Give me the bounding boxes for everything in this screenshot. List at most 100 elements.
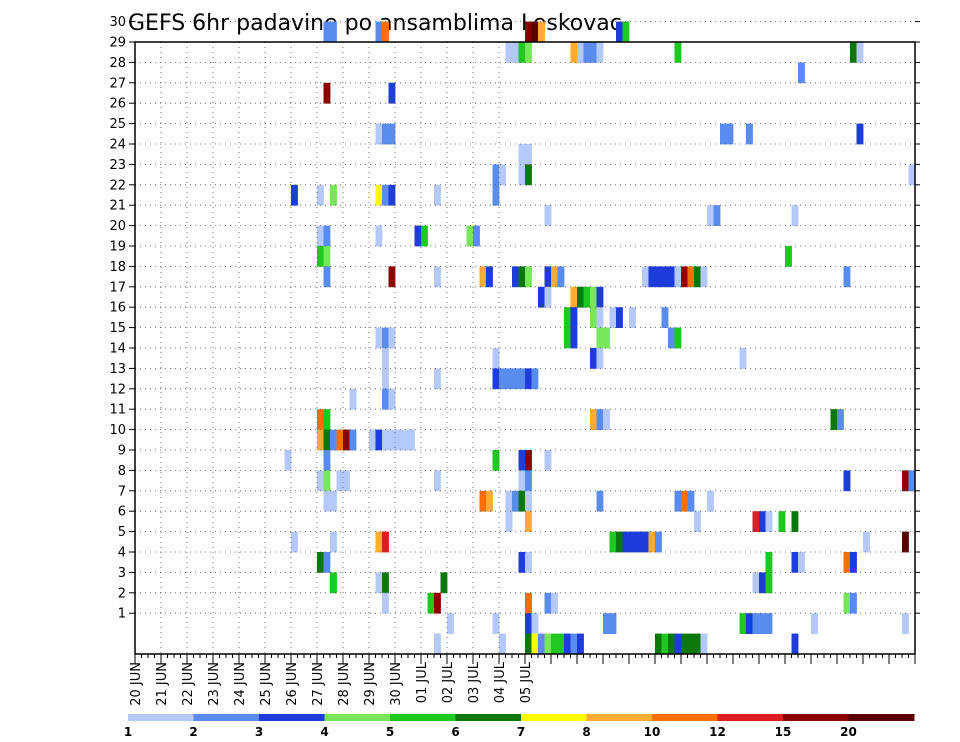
heatmap-cell <box>687 490 695 512</box>
legend-label: 7 <box>517 725 525 739</box>
heatmap-cell <box>596 409 604 430</box>
heatmap-cell <box>382 368 389 390</box>
y-tick-label: 28 <box>109 56 126 71</box>
heatmap-cell <box>375 572 383 594</box>
heatmap-cell <box>525 470 532 492</box>
heatmap-cell <box>661 307 669 328</box>
heatmap-cell <box>382 21 389 43</box>
y-tick-label: 6 <box>118 505 126 520</box>
heatmap-cell <box>434 368 441 390</box>
heatmap-cell <box>739 348 747 369</box>
legend-label: 10 <box>644 725 661 739</box>
heatmap-cell <box>648 266 656 288</box>
heatmap-cell <box>707 205 714 226</box>
heatmap-cell <box>856 42 864 63</box>
heatmap-cell <box>908 164 916 186</box>
heatmap-cell <box>382 429 389 451</box>
x-tick-label: 21 JUN <box>155 662 170 706</box>
heatmap-cell <box>525 490 532 512</box>
heatmap-cell <box>752 613 760 634</box>
y-tick-label: 13 <box>109 362 126 377</box>
heatmap-cell <box>382 184 389 206</box>
legend-label: 6 <box>451 725 459 739</box>
heatmap-cell <box>590 409 597 430</box>
heatmap-cell <box>518 144 526 165</box>
heatmap-cell <box>518 164 526 186</box>
heatmap-cell <box>544 633 552 655</box>
heatmap-cell <box>674 327 682 349</box>
heatmap-cell <box>505 368 513 390</box>
heatmap-cell <box>486 490 493 512</box>
heatmap-cell <box>843 266 851 288</box>
heatmap-cell <box>382 572 389 594</box>
heatmap-cell <box>798 552 805 573</box>
heatmap-cell <box>622 531 630 553</box>
heatmap-cell <box>525 368 532 390</box>
heatmap-cell <box>466 225 474 247</box>
y-tick-label: 15 <box>109 321 126 336</box>
heatmap-cell <box>661 266 669 288</box>
y-axis-ticks: 1234567891011121314151617181920212223242… <box>109 15 920 622</box>
legend-swatch <box>848 714 915 721</box>
heatmap-cell <box>544 205 552 226</box>
legend-swatch <box>586 714 653 721</box>
heatmap-cell <box>388 123 396 145</box>
heatmap-cell <box>525 21 532 43</box>
heatmap-cell <box>434 470 441 492</box>
x-tick-label: 30 JUN <box>389 662 404 706</box>
heatmap-cell <box>544 286 552 308</box>
y-tick-label: 27 <box>109 76 126 91</box>
heatmap-cell <box>655 633 662 655</box>
heatmap-cell <box>694 511 701 532</box>
heatmap-cell <box>538 633 545 655</box>
heatmap-cell <box>512 368 519 390</box>
x-tick-label: 05 JUL <box>519 661 534 703</box>
x-tick-label: 03 JUL <box>467 661 482 703</box>
heatmap-cell <box>492 368 500 390</box>
heatmap-cell <box>505 490 513 512</box>
heatmap-cell <box>752 572 760 594</box>
heatmap-cell <box>765 552 773 573</box>
heatmap-cell <box>492 184 500 206</box>
heatmap-cell <box>323 450 331 471</box>
heatmap-cell <box>564 307 571 328</box>
legend-label: 3 <box>255 725 263 739</box>
y-tick-label: 25 <box>109 117 126 132</box>
dotted-grid <box>135 21 915 654</box>
heatmap-cell <box>843 552 851 573</box>
heatmap-cell <box>544 450 552 471</box>
heatmap-cell <box>323 266 331 288</box>
heatmap-cell <box>505 42 513 63</box>
legend-label: 15 <box>775 725 792 739</box>
legend-label: 8 <box>582 725 590 739</box>
heatmap-cell <box>759 572 766 594</box>
heatmap-cell <box>759 511 766 532</box>
heatmap-cell <box>388 184 396 206</box>
heatmap-cell <box>330 429 337 451</box>
heatmap-cell <box>525 592 532 614</box>
heatmap-cell <box>531 633 539 655</box>
y-tick-label: 24 <box>109 138 126 153</box>
heatmap-cell <box>317 552 324 573</box>
heatmap-cell <box>590 348 597 369</box>
heatmap-cell <box>700 633 708 655</box>
heatmap-cell <box>694 633 701 655</box>
heatmap-cell <box>388 388 396 410</box>
heatmap-cell <box>785 246 792 267</box>
heatmap-cell <box>557 266 565 288</box>
y-tick-label: 23 <box>109 158 126 173</box>
heatmap-cell <box>583 286 591 308</box>
heatmap-cell <box>382 123 389 145</box>
heatmap-cell <box>492 164 500 186</box>
heatmap-cell <box>525 164 532 186</box>
heatmap-cell <box>382 388 389 410</box>
heatmap-cell <box>570 42 578 63</box>
heatmap-cell <box>525 450 532 471</box>
heatmap-cell <box>681 633 688 655</box>
heatmap-cells <box>284 21 916 655</box>
heatmap-cell <box>330 531 337 553</box>
y-tick-label: 19 <box>109 240 126 255</box>
heatmap-cell <box>512 490 519 512</box>
x-tick-label: 23 JUN <box>207 662 222 706</box>
